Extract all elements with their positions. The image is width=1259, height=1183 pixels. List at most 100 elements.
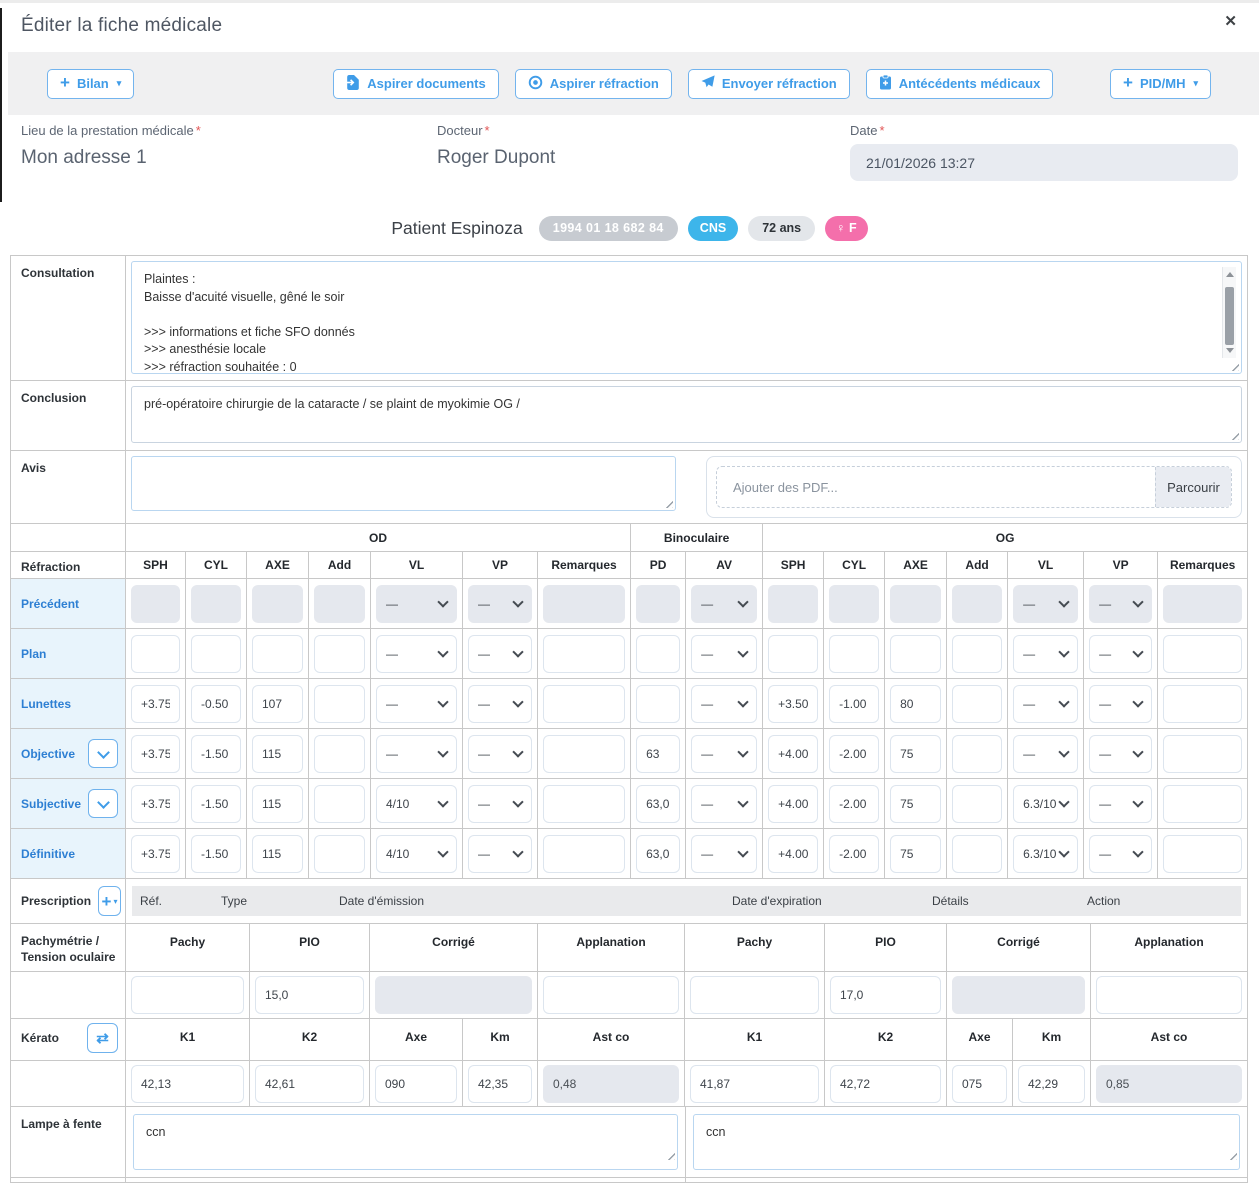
plan-od-remarques-input[interactable] (543, 635, 625, 673)
definitive-od-remarques-input[interactable] (543, 835, 625, 873)
plan-og-vp-select[interactable]: — (1089, 635, 1152, 673)
close-icon[interactable]: ✕ (1224, 14, 1237, 29)
subjective-od-sph-input[interactable] (131, 785, 180, 823)
subjective-od-cyl-input[interactable] (191, 785, 241, 823)
objective-od-vl-select[interactable]: — (376, 735, 457, 773)
lunettes-og-vl-select[interactable]: — (1013, 685, 1078, 723)
pio-og-input[interactable] (830, 976, 941, 1014)
km-od-input[interactable] (468, 1065, 532, 1103)
definitive-og-vp-select[interactable]: — (1089, 835, 1152, 873)
objective-od-sph-input[interactable] (131, 735, 180, 773)
axe-og-input[interactable] (952, 1065, 1007, 1103)
plan-og-add-input[interactable] (952, 635, 1002, 673)
plan-od-add-input[interactable] (314, 635, 365, 673)
lunettes-og-add-input[interactable] (952, 685, 1002, 723)
lunettes-og-axe-input[interactable] (890, 685, 941, 723)
definitive-og-add-input[interactable] (952, 835, 1002, 873)
definitive-od-vl-select[interactable]: 4/10 (376, 835, 457, 873)
plan-od-sph-input[interactable] (131, 635, 180, 673)
objective-od-vp-select[interactable]: — (468, 735, 532, 773)
subjective-od-add-input[interactable] (314, 785, 365, 823)
browse-button[interactable]: Parcourir (1155, 467, 1231, 507)
subjective-og-vl-select[interactable]: 6.3/10 (1013, 785, 1078, 823)
lunettes-og-remarques-input[interactable] (1163, 685, 1242, 723)
objective-og-vl-select[interactable]: — (1013, 735, 1078, 773)
subjective-og-vp-select[interactable]: — (1089, 785, 1152, 823)
consultation-textarea[interactable]: Plaintes : Baisse d'acuité visuelle, gên… (131, 261, 1242, 374)
definitive-od-axe-input[interactable] (252, 835, 303, 873)
definitive-od-sph-input[interactable] (131, 835, 180, 873)
pio-od-input[interactable] (255, 976, 364, 1014)
expand-objective-button[interactable] (88, 739, 118, 768)
date-input[interactable] (850, 144, 1238, 181)
plan-pd-input[interactable] (636, 635, 680, 673)
plan-og-sph-input[interactable] (768, 635, 818, 673)
plan-og-axe-input[interactable] (890, 635, 941, 673)
objective-og-vp-select[interactable]: — (1089, 735, 1152, 773)
definitive-og-sph-input[interactable] (768, 835, 818, 873)
plan-og-vl-select[interactable]: — (1013, 635, 1078, 673)
conclusion-textarea[interactable]: pré-opératoire chirurgie de la cataracte… (131, 386, 1242, 443)
subjective-og-cyl-input[interactable] (829, 785, 879, 823)
scrollbar[interactable] (1222, 267, 1236, 358)
definitive-og-axe-input[interactable] (890, 835, 941, 873)
lunettes-od-vp-select[interactable]: — (468, 685, 532, 723)
subjective-pd-input[interactable] (636, 785, 680, 823)
lunettes-od-add-input[interactable] (314, 685, 365, 723)
plan-od-cyl-input[interactable] (191, 635, 241, 673)
k1-od-input[interactable] (131, 1065, 244, 1103)
plan-od-vp-select[interactable]: — (468, 635, 532, 673)
lunettes-od-sph-input[interactable] (131, 685, 180, 723)
subjective-od-vp-select[interactable]: — (468, 785, 532, 823)
scroll-down-icon[interactable] (1226, 348, 1234, 353)
lunettes-od-remarques-input[interactable] (543, 685, 625, 723)
precedent-og-vl-select[interactable]: — (1013, 585, 1078, 623)
subjective-og-sph-input[interactable] (768, 785, 818, 823)
objective-og-remarques-input[interactable] (1163, 735, 1242, 773)
pachy-og-input[interactable] (690, 976, 819, 1014)
definitive-pd-input[interactable] (636, 835, 680, 873)
lunettes-og-vp-select[interactable]: — (1089, 685, 1152, 723)
lampe-od-textarea[interactable]: ccn (133, 1114, 678, 1170)
objective-od-remarques-input[interactable] (543, 735, 625, 773)
precedent-og-vp-select[interactable]: — (1089, 585, 1152, 623)
objective-og-cyl-input[interactable] (829, 735, 879, 773)
antecedents-medicaux-button[interactable]: Antécédents médicaux (866, 69, 1054, 99)
subjective-og-axe-input[interactable] (890, 785, 941, 823)
precedent-od-vl-select[interactable]: — (376, 585, 457, 623)
subjective-og-remarques-input[interactable] (1163, 785, 1242, 823)
bilan-button[interactable]: + Bilan ▾ (47, 69, 134, 99)
lunettes-og-sph-input[interactable] (768, 685, 818, 723)
lampe-og-textarea[interactable]: ccn (693, 1114, 1240, 1170)
envoyer-refraction-button[interactable]: Envoyer réfraction (688, 69, 850, 99)
definitive-og-vl-select[interactable]: 6.3/10 (1013, 835, 1078, 873)
k1-og-input[interactable] (690, 1065, 819, 1103)
objective-og-add-input[interactable] (952, 735, 1002, 773)
definitive-og-cyl-input[interactable] (829, 835, 879, 873)
docteur-value[interactable]: Roger Dupont (437, 147, 850, 169)
subjective-od-remarques-input[interactable] (543, 785, 625, 823)
scrollbar-thumb[interactable] (1225, 287, 1234, 345)
definitive-og-remarques-input[interactable] (1163, 835, 1242, 873)
definitive-od-add-input[interactable] (314, 835, 365, 873)
definitive-od-cyl-input[interactable] (191, 835, 241, 873)
lunettes-pd-input[interactable] (636, 685, 680, 723)
objective-og-axe-input[interactable] (890, 735, 941, 773)
plan-od-vl-select[interactable]: — (376, 635, 457, 673)
add-prescription-button[interactable]: + ▾ (98, 886, 121, 916)
pdf-file-input[interactable]: Ajouter des PDF... Parcourir (716, 466, 1232, 508)
subjective-og-add-input[interactable] (952, 785, 1002, 823)
objective-av-select[interactable]: — (691, 735, 757, 773)
pid-mh-button[interactable]: + PID/MH ▾ (1110, 69, 1211, 99)
axe-od-input[interactable] (375, 1065, 457, 1103)
objective-og-sph-input[interactable] (768, 735, 818, 773)
applanation-og-input[interactable] (1096, 976, 1242, 1014)
pachy-od-input[interactable] (131, 976, 244, 1014)
definitive-av-select[interactable]: — (691, 835, 757, 873)
avis-textarea[interactable] (131, 456, 676, 511)
subjective-od-axe-input[interactable] (252, 785, 303, 823)
applanation-od-input[interactable] (543, 976, 679, 1014)
lieu-value[interactable]: Mon adresse 1 (21, 147, 437, 169)
lunettes-av-select[interactable]: — (691, 685, 757, 723)
lunettes-od-cyl-input[interactable] (191, 685, 241, 723)
